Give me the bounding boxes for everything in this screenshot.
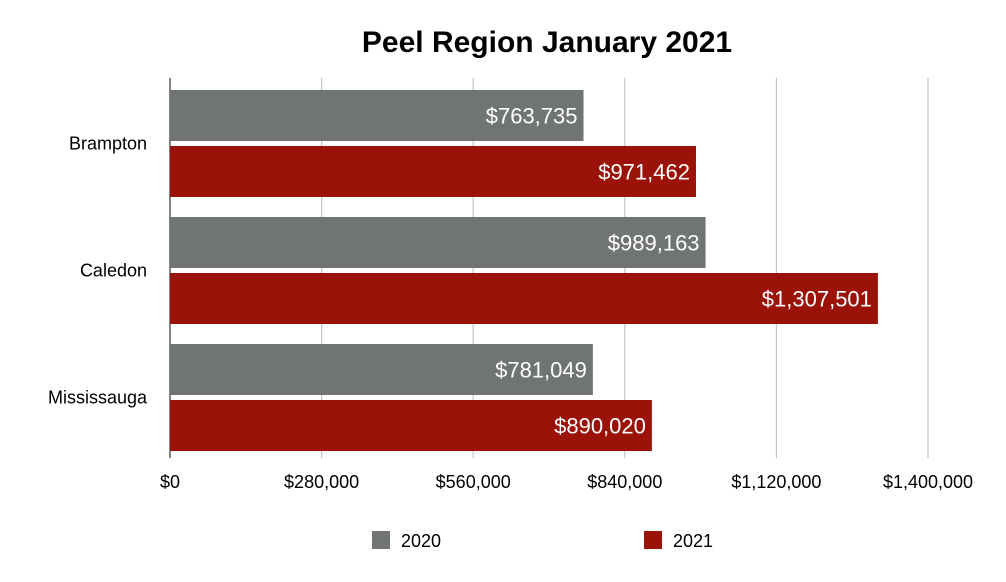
x-tick-label: $0 [160,472,180,492]
x-tick-label: $840,000 [587,472,662,492]
category-label: Caledon [80,261,147,281]
data-label: $890,020 [554,414,646,439]
category-label: Mississauga [48,388,148,408]
x-tick-label: $1,400,000 [883,472,973,492]
x-tick-label: $1,120,000 [731,472,821,492]
chart-title: Peel Region January 2021 [362,26,732,59]
x-tick-label: $560,000 [436,472,511,492]
bar-2020-caledon [170,217,706,268]
data-label: $781,049 [495,358,587,383]
category-labels: Brampton Caledon Mississauga [48,134,148,408]
legend-swatch-2021 [644,531,662,549]
legend-label: 2021 [673,531,713,551]
bars: $763,735 $971,462 $989,163 $1,307,501 $781,0… [170,90,878,451]
bar-2020-mississauga [170,344,593,395]
bar-2021-mississauga [170,400,652,451]
legend: 2020 2021 [372,531,713,551]
data-label: $971,462 [598,160,690,185]
bar-2021-brampton [170,146,696,197]
bar-2020-brampton [170,90,584,141]
tick-labels: $0 $280,000 $560,000 $840,000 $1,120,000 $1,4… [160,472,973,492]
data-label: $1,307,501 [762,287,872,312]
category-label: Brampton [69,134,147,154]
data-label: $763,735 [486,104,578,129]
legend-swatch-2020 [372,531,390,549]
data-label: $989,163 [608,231,700,256]
x-tick-label: $280,000 [284,472,359,492]
legend-label: 2020 [401,531,441,551]
bar-2021-caledon [170,273,878,324]
